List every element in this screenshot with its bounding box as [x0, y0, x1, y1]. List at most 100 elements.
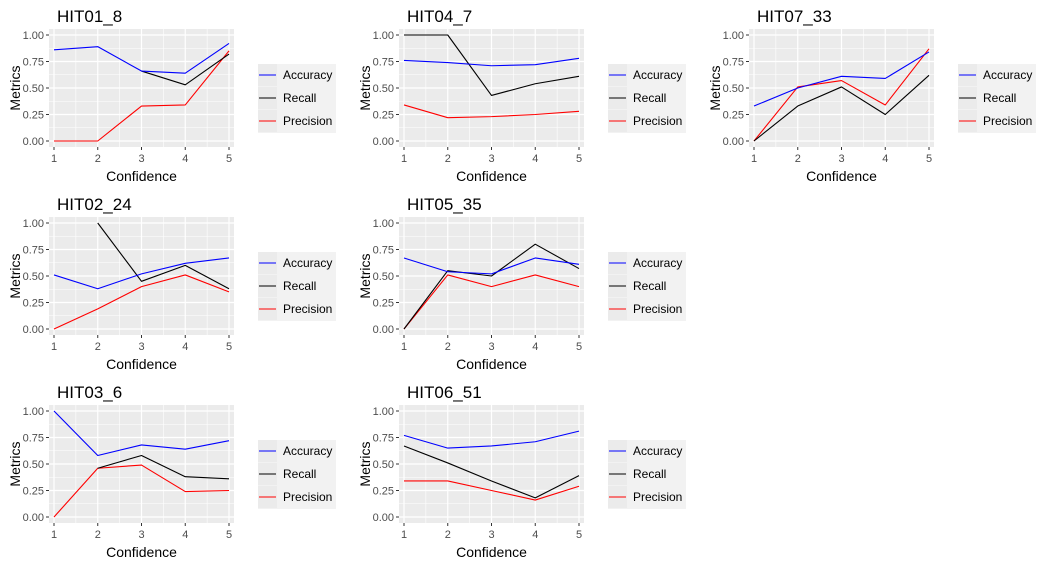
chart-panel-hit05_35: HIT05_35 0.00 0.25 0.50 0.75 1.00 1 2 3 4 5 Confide… [357, 195, 686, 372]
y-tick-label: 1.00 [23, 30, 44, 42]
x-tick-label: 4 [532, 529, 538, 541]
x-axis-title: Confidence [106, 168, 177, 184]
y-tick-label: 0.25 [23, 110, 44, 122]
chart-title: HIT05_35 [407, 195, 482, 214]
series-line-recall [753, 74, 930, 142]
x-tick-label: 1 [51, 529, 57, 541]
series-line-precision [53, 464, 230, 518]
series-line-accuracy [403, 430, 580, 449]
chart-title: HIT01_8 [57, 7, 122, 26]
series-line-accuracy [53, 43, 230, 74]
x-axis-title: Confidence [106, 356, 177, 372]
y-tick-label: 1.00 [373, 406, 394, 418]
x-axis-title: Confidence [106, 544, 177, 560]
y-axis-title: Metrics [7, 253, 23, 298]
y-tick-label: 1.00 [23, 218, 44, 230]
x-tick-label: 1 [401, 341, 407, 353]
y-tick-label: 1.00 [373, 30, 394, 42]
legend-label-precision: Precision [283, 302, 332, 316]
x-tick-label: 4 [532, 153, 538, 165]
series-line-recall [403, 445, 580, 499]
x-tick-label: 1 [51, 153, 57, 165]
chart-title: HIT04_7 [407, 7, 472, 26]
chart-title: HIT07_33 [757, 7, 832, 26]
x-tick-label: 3 [138, 529, 144, 541]
y-tick-label: 0.00 [723, 136, 744, 148]
legend-label-accuracy: Accuracy [983, 68, 1032, 82]
y-tick-label: 0.50 [23, 459, 44, 471]
y-tick-label: 0.75 [23, 245, 44, 257]
legend-label-precision: Precision [283, 490, 332, 504]
chart-title: HIT03_6 [57, 383, 122, 402]
y-tick-label: 1.00 [723, 30, 744, 42]
x-tick-label: 4 [182, 529, 188, 541]
y-tick-label: 0.00 [23, 136, 44, 148]
y-tick-label: 0.50 [23, 83, 44, 95]
legend-label-recall: Recall [633, 91, 666, 105]
chart-panel-hit03_6: HIT03_6 0.00 0.25 0.50 0.75 1.00 1 2 3 4 5 Confiden… [7, 383, 336, 560]
legend-label-recall: Recall [283, 91, 316, 105]
legend-label-recall: Recall [283, 467, 316, 481]
x-tick-label: 5 [226, 529, 232, 541]
y-tick-label: 0.50 [723, 83, 744, 95]
legend-label-accuracy: Accuracy [633, 256, 682, 270]
x-tick-label: 5 [226, 341, 232, 353]
x-tick-label: 4 [532, 341, 538, 353]
chart-panel-hit07_33: HIT07_33 0.00 0.25 0.50 0.75 1.00 1 2 3 4 5 Confide… [707, 7, 1036, 184]
x-tick-label: 1 [401, 529, 407, 541]
y-tick-label: 0.50 [373, 271, 394, 283]
y-tick-label: 0.00 [23, 512, 44, 524]
y-tick-label: 0.75 [23, 57, 44, 69]
y-tick-label: 0.00 [373, 512, 394, 524]
y-axis-title: Metrics [357, 253, 373, 298]
y-tick-label: 0.00 [23, 324, 44, 336]
legend-label-recall: Recall [983, 91, 1016, 105]
y-axis-title: Metrics [7, 65, 23, 110]
x-tick-label: 4 [182, 153, 188, 165]
series-line-precision [403, 274, 580, 330]
x-tick-label: 2 [95, 153, 101, 165]
x-tick-label: 1 [751, 153, 757, 165]
chart-panel-hit04_7: HIT04_7 0.00 0.25 0.50 0.75 1.00 1 2 3 4 5 Confiden… [357, 7, 686, 184]
y-tick-label: 1.00 [373, 218, 394, 230]
y-tick-label: 0.50 [23, 271, 44, 283]
series-line-precision [404, 480, 580, 501]
series-line-recall [97, 454, 230, 480]
x-tick-label: 5 [226, 153, 232, 165]
x-tick-label: 4 [882, 153, 888, 165]
y-tick-label: 0.00 [373, 136, 394, 148]
x-tick-label: 5 [576, 341, 582, 353]
chart-panel-hit06_51: HIT06_51 0.00 0.25 0.50 0.75 1.00 1 2 3 4 5 Confide… [357, 383, 686, 560]
legend-label-precision: Precision [633, 490, 682, 504]
series-line-accuracy [53, 257, 230, 290]
legend-label-recall: Recall [633, 279, 666, 293]
y-axis-title: Metrics [357, 65, 373, 110]
y-tick-label: 0.75 [23, 433, 44, 445]
series-line-accuracy [753, 51, 930, 107]
x-axis-title: Confidence [806, 168, 877, 184]
legend-label-accuracy: Accuracy [633, 444, 682, 458]
legend-label-precision: Precision [633, 114, 682, 128]
chart-panel-hit01_8: HIT01_8 0.00 0.25 0.50 0.75 1.00 1 2 3 4 5 Confiden… [7, 7, 336, 184]
series-line-recall [403, 243, 580, 330]
legend-label-recall: Recall [633, 467, 666, 481]
x-tick-label: 2 [445, 153, 451, 165]
x-axis-title: Confidence [456, 168, 527, 184]
series-line-accuracy [53, 410, 230, 457]
x-tick-label: 3 [138, 341, 144, 353]
x-tick-label: 3 [488, 341, 494, 353]
x-tick-label: 3 [838, 153, 844, 165]
y-tick-label: 0.25 [373, 110, 394, 122]
series-line-recall [141, 53, 230, 86]
y-axis-title: Metrics [7, 441, 23, 486]
x-tick-label: 2 [95, 341, 101, 353]
x-tick-label: 1 [51, 341, 57, 353]
y-tick-label: 0.75 [723, 57, 744, 69]
y-tick-label: 0.25 [723, 110, 744, 122]
series-line-precision [54, 50, 230, 142]
y-tick-label: 0.75 [373, 433, 394, 445]
series-line-recall [404, 34, 580, 96]
chart-title: HIT02_24 [57, 195, 132, 214]
y-tick-label: 0.75 [373, 57, 394, 69]
chart-panel-hit02_24: HIT02_24 0.00 0.25 0.50 0.75 1.00 1 2 3 4 5 Confide… [7, 195, 336, 372]
